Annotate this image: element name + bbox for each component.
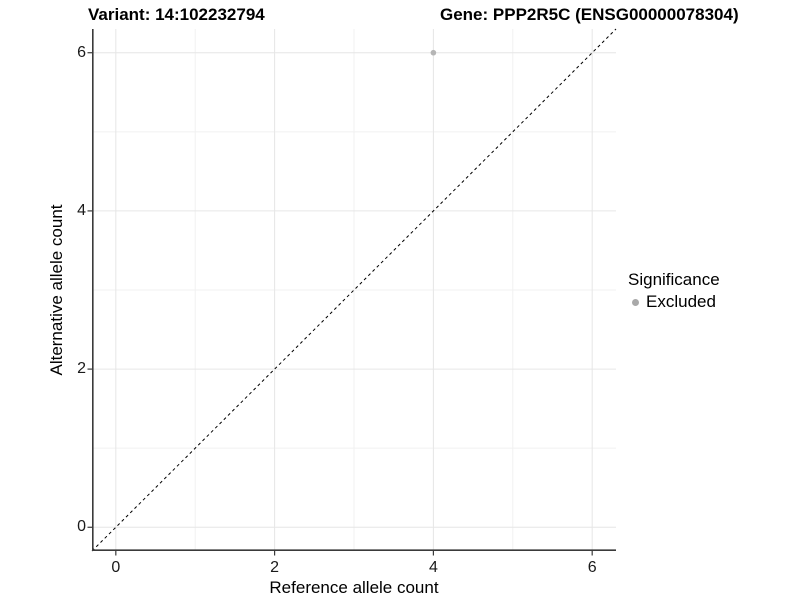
plot-panel <box>87 28 617 556</box>
y-tick-label: 0 <box>77 518 86 536</box>
y-tick-label: 4 <box>77 201 86 219</box>
x-tick-label: 6 <box>587 559 597 576</box>
legend: Significance Excluded <box>628 270 720 312</box>
legend-title: Significance <box>628 270 720 289</box>
legend-entry-excluded: Excluded <box>628 292 720 312</box>
legend-key-circle-icon <box>632 298 639 306</box>
y-tick-label: 6 <box>77 43 86 61</box>
x-tick-label: 2 <box>270 559 280 576</box>
y-axis-label: Alternative allele count <box>47 204 66 376</box>
x-tick-label: 0 <box>111 559 121 576</box>
y-tick-label: 2 <box>77 360 86 378</box>
x-tick-label: 4 <box>428 559 438 576</box>
plot-title-gene: Gene: PPP2R5C (ENSG00000078304) <box>440 5 739 24</box>
data-point <box>430 49 437 56</box>
plot-title-variant: Variant: 14:102232794 <box>88 5 265 24</box>
x-axis-label: Reference allele count <box>269 578 439 597</box>
legend-entry-label: Excluded <box>646 292 716 311</box>
